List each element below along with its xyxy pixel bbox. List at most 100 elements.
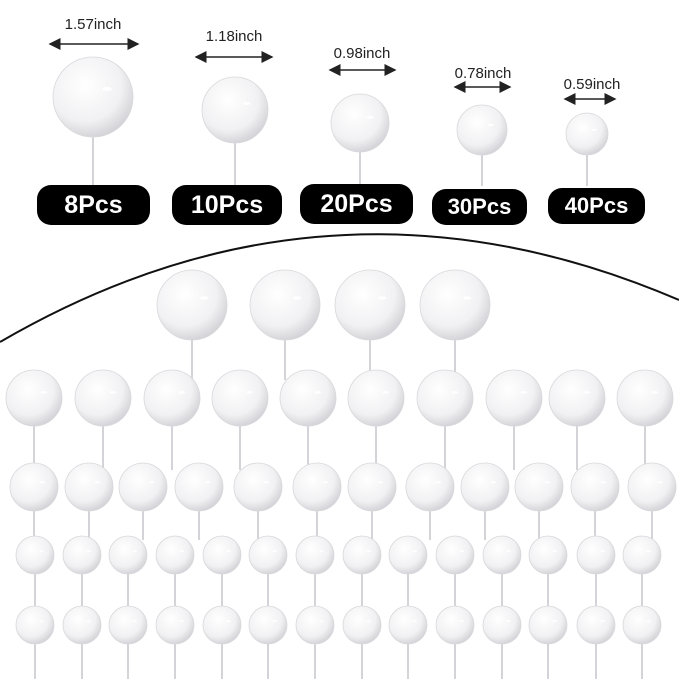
pearl-ball xyxy=(416,369,474,427)
ball-highlight xyxy=(102,87,112,91)
ball-highlight xyxy=(246,391,254,394)
pearl-ball xyxy=(528,605,568,645)
pearl-ball xyxy=(233,462,283,512)
pearl-ball xyxy=(419,269,491,341)
ball-highlight xyxy=(600,550,605,553)
pearl-ball xyxy=(279,369,337,427)
ball-highlight xyxy=(293,296,302,300)
ball-highlight xyxy=(378,296,387,300)
ball-highlight xyxy=(490,481,497,484)
ball-highlight xyxy=(412,620,417,623)
ball-highlight xyxy=(86,620,91,623)
pearl-ball xyxy=(388,535,428,575)
pearl-ball xyxy=(565,112,609,156)
ball-highlight xyxy=(366,620,371,623)
pearl-ball xyxy=(143,369,201,427)
ball-highlight xyxy=(451,391,459,394)
ball-highlight xyxy=(179,620,184,623)
size-label-3: 0.98inch xyxy=(333,45,391,62)
pearl-ball xyxy=(108,605,148,645)
pearl-ball xyxy=(9,462,59,512)
pearl-ball xyxy=(52,56,134,138)
pearl-ball xyxy=(576,535,616,575)
ball-highlight xyxy=(583,391,591,394)
pearl-ball xyxy=(435,535,475,575)
divider-arc xyxy=(0,233,679,343)
pearl-ball xyxy=(74,369,132,427)
pearl-ball xyxy=(460,462,510,512)
quantity-badge-3: 20Pcs xyxy=(300,184,413,224)
pearl-ball xyxy=(201,76,269,144)
pearl-ball xyxy=(5,369,63,427)
ball-highlight xyxy=(544,481,551,484)
ball-highlight xyxy=(179,550,184,553)
ball-highlight xyxy=(272,620,277,623)
ball-highlight xyxy=(94,481,101,484)
ball-highlight xyxy=(314,391,322,394)
ball-highlight xyxy=(435,481,442,484)
pearl-ball xyxy=(174,462,224,512)
ball-highlight xyxy=(366,550,371,553)
ball-highlight xyxy=(506,550,511,553)
pearl-ball xyxy=(155,535,195,575)
quantity-badge-4: 30Pcs xyxy=(432,189,527,225)
ball-highlight xyxy=(242,101,251,106)
ball-highlight xyxy=(132,620,137,623)
ball-highlight xyxy=(272,550,277,553)
pearl-ball xyxy=(342,535,382,575)
ball-highlight xyxy=(319,620,324,623)
pearl-ball xyxy=(342,605,382,645)
ball-highlight xyxy=(39,620,44,623)
size-label-2: 1.18inch xyxy=(205,28,263,45)
ball-highlight xyxy=(459,620,464,623)
pearl-ball xyxy=(62,535,102,575)
quantity-badge-1: 8Pcs xyxy=(37,185,150,225)
ball-highlight xyxy=(204,481,211,484)
quantity-badge-5: 40Pcs xyxy=(548,188,645,224)
ball-highlight xyxy=(463,296,472,300)
size-label-1: 1.57inch xyxy=(64,16,122,33)
size-label-5: 0.59inch xyxy=(563,76,621,93)
pearl-ball xyxy=(15,535,55,575)
pearl-ball xyxy=(622,605,662,645)
pearl-ball xyxy=(622,535,662,575)
pearl-ball xyxy=(576,605,616,645)
ball-highlight xyxy=(459,550,464,553)
ball-highlight xyxy=(322,481,329,484)
ball-highlight xyxy=(366,115,374,119)
ball-highlight xyxy=(319,550,324,553)
pearl-ball xyxy=(405,462,455,512)
ball-highlight xyxy=(226,620,231,623)
quantity-badge-2: 10Pcs xyxy=(172,185,282,225)
pearl-ball xyxy=(548,369,606,427)
pearl-ball xyxy=(295,535,335,575)
ball-highlight xyxy=(148,481,155,484)
ball-highlight xyxy=(651,391,659,394)
ball-highlight xyxy=(109,391,117,394)
ball-highlight xyxy=(412,550,417,553)
ball-highlight xyxy=(39,550,44,553)
ball-highlight xyxy=(178,391,186,394)
ball-highlight xyxy=(552,550,557,553)
ball-highlight xyxy=(600,620,605,623)
ball-highlight xyxy=(200,296,209,300)
pearl-ball xyxy=(347,369,405,427)
pearl-ball xyxy=(15,605,55,645)
pearl-ball xyxy=(616,369,674,427)
size-label-4: 0.78inch xyxy=(454,65,512,82)
pearl-ball xyxy=(482,605,522,645)
ball-highlight xyxy=(591,128,597,131)
pearl-ball xyxy=(202,605,242,645)
ball-highlight xyxy=(39,481,46,484)
pearl-ball xyxy=(249,269,321,341)
pearl-ball xyxy=(485,369,543,427)
ball-highlight xyxy=(646,620,651,623)
ball-highlight xyxy=(487,123,494,127)
ball-highlight xyxy=(263,481,270,484)
pearl-ball xyxy=(248,535,288,575)
pearl-ball xyxy=(202,535,242,575)
ball-highlight xyxy=(40,391,48,394)
pearl-ball xyxy=(295,605,335,645)
